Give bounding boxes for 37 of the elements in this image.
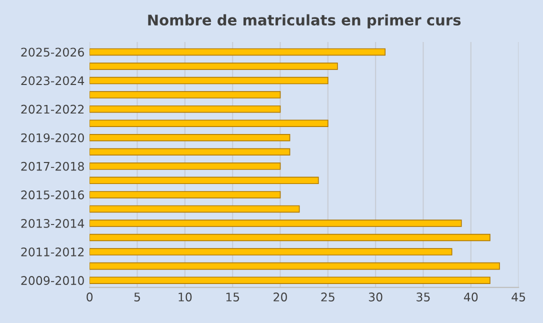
bar (90, 162, 281, 170)
bar (90, 91, 281, 98)
bar (90, 191, 281, 198)
x-tick-label: 35 (416, 292, 430, 302)
x-tick-label: 25 (321, 292, 334, 302)
bar (90, 176, 319, 184)
x-tick-label: 15 (226, 292, 240, 302)
bar (90, 276, 490, 284)
chart-title: Nombre de matriculats en primer curs (148, 14, 461, 28)
x-tick-label: 5 (134, 292, 140, 302)
y-tick-label: 2013-2014 (21, 218, 84, 228)
bar (90, 220, 462, 227)
y-tick-label: 2011-2012 (21, 248, 84, 256)
x-tick-label: 0 (86, 292, 93, 302)
x-tick-label: 10 (178, 292, 192, 302)
bar (90, 48, 386, 56)
x-tick-label: 20 (274, 292, 287, 302)
bar (90, 120, 328, 127)
y-tick-label: 2021-2022 (21, 104, 84, 114)
y-tick-label: 2023-2024 (21, 76, 84, 86)
y-tick-label: 2015-2016 (21, 190, 84, 200)
bar (90, 105, 281, 113)
x-tick-label: 30 (368, 292, 382, 302)
y-tick-label: 2019-2020 (21, 133, 84, 142)
bar (90, 76, 328, 84)
x-tick-label: 45 (512, 292, 526, 302)
bar (90, 262, 500, 270)
bar (90, 148, 290, 156)
y-tick-label: 2017-2018 (21, 162, 84, 171)
bar (90, 205, 300, 213)
bar (90, 248, 452, 256)
x-tick-label: 40 (464, 292, 478, 302)
y-tick-label: 2009-2010 (21, 276, 84, 285)
bar (90, 62, 338, 70)
y-tick-label: 2025-2026 (21, 48, 84, 57)
bar (90, 234, 490, 242)
bar (90, 134, 290, 142)
